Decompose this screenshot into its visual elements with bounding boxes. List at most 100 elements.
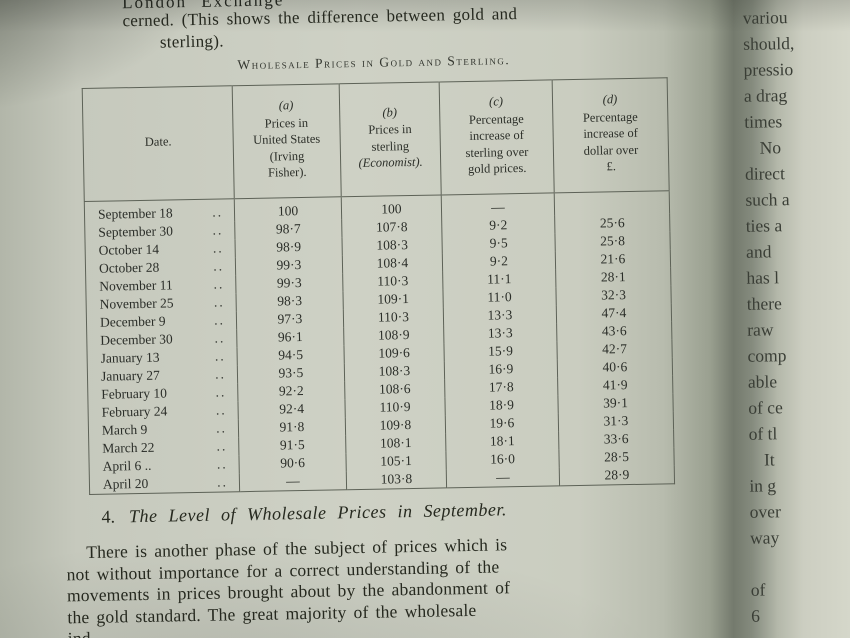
sterling-price-cell: 110·9 [344, 397, 446, 418]
us-price-cell: 100 [234, 196, 342, 222]
sterling-increase-cell: 11·0 [442, 287, 557, 308]
right-page-text-fragment: direct [744, 163, 785, 184]
col-label-italic: (Economist). [358, 154, 423, 170]
sterling-price-cell: 110·3 [342, 271, 443, 292]
right-page-text-fragment: It [763, 449, 775, 470]
intro-text-line: sterling). [159, 31, 224, 52]
sterling-price-cell: 107·8 [341, 217, 442, 238]
sterling-price-cell: 108·6 [344, 379, 445, 400]
sterling-increase-cell: 11·1 [442, 269, 556, 290]
right-page-text-fragment: raw [747, 319, 774, 340]
right-page-text-fragment: over [749, 501, 781, 522]
us-price-cell: — [239, 471, 347, 492]
leader-dots: .. [216, 456, 228, 472]
col-tag: (b) [382, 104, 398, 120]
col-tag: (a) [278, 98, 294, 113]
date-text: April 6 .. [102, 457, 152, 474]
right-page-text-fragment: has l [746, 267, 780, 288]
date-text: February 24 [101, 403, 168, 420]
right-page-text-fragment [750, 549, 850, 577]
dollar-increase-cell: 32·3 [555, 285, 672, 306]
sterling-price-cell: 109·6 [343, 343, 445, 364]
col-tag: (c) [488, 94, 504, 109]
col-header-c: (c) Percentage increase of sterling over… [439, 79, 555, 195]
right-page-text-fragment: of [750, 579, 766, 600]
dollar-increase-cell: 28·1 [555, 267, 671, 288]
leader-dots: .. [215, 402, 227, 418]
leader-dots: .. [215, 366, 227, 382]
dollar-increase-cell: 25·6 [554, 213, 670, 234]
us-price-cell: 98·7 [234, 219, 342, 240]
dollar-increase-cell: 40·6 [557, 357, 673, 378]
dollar-increase-cell: 33·6 [558, 429, 674, 450]
dollar-increase-cell: 42·7 [556, 339, 673, 360]
right-page-text-fragment: a drag [743, 85, 788, 106]
header-row: Date. (a) Prices in United States (Irvin… [82, 77, 670, 202]
col-label: Prices in United States (Irving Fisher). [253, 115, 321, 180]
us-price-cell: 96·1 [236, 327, 344, 348]
date-text: November 11 [99, 277, 173, 294]
sterling-increase-cell: — [441, 192, 555, 218]
right-page-text-fragment: in g [749, 475, 777, 496]
sterling-price-cell: 100 [341, 194, 442, 220]
col-label: Percentage increase of dollar over £. [582, 109, 639, 174]
right-page-text-fragment: should, [743, 33, 795, 54]
col-header-b: (b) Prices in sterling (Economist). [339, 81, 442, 197]
date-text: January 13 [100, 349, 160, 366]
dollar-increase-cell: 43·6 [556, 321, 672, 342]
col-tag: (d) [602, 92, 618, 107]
us-price-cell: 98·3 [235, 291, 344, 312]
dollar-increase-cell: 28·9 [559, 465, 675, 486]
date-text: December 30 [100, 331, 173, 348]
sterling-price-cell: 109·8 [345, 415, 446, 436]
leader-dots: .. [216, 438, 228, 454]
date-text: April 20 [102, 475, 149, 492]
us-price-cell: 91·5 [238, 435, 346, 456]
col-header-date: Date. [82, 85, 235, 202]
right-page-text-fragment: such a [745, 189, 790, 210]
sterling-price-cell: 108·9 [343, 325, 444, 346]
wholesale-prices-table: Date. (a) Prices in United States (Irvin… [81, 77, 676, 495]
leader-dots: .. [214, 348, 226, 364]
right-page-text-fragment: No [759, 137, 782, 158]
us-price-cell: 91·8 [238, 417, 346, 438]
date-text: September 18 [97, 205, 173, 222]
leader-dots: .. [213, 294, 225, 310]
leader-dots: .. [212, 204, 224, 220]
dollar-increase-cell: 21·6 [555, 249, 671, 270]
col-label: Prices in sterling [368, 121, 412, 154]
leader-dots: .. [216, 420, 228, 436]
right-page-text-fragment: ties a [745, 215, 783, 236]
leader-dots: .. [212, 222, 224, 238]
dollar-increase-cell: 47·4 [556, 303, 672, 324]
us-price-cell: 99·3 [235, 273, 343, 294]
sterling-increase-cell: 9·2 [442, 251, 556, 272]
right-page-text-fragment: of ce [748, 397, 783, 418]
us-price-cell: 98·9 [234, 237, 343, 258]
sterling-increase-cell: 19·6 [445, 413, 559, 434]
sterling-increase-cell: 15·9 [443, 341, 558, 362]
sterling-price-cell: 108·1 [345, 433, 446, 454]
col-label: Percentage increase of sterling over gol… [465, 111, 529, 177]
body-paragraph: There is another phase of the subject of… [66, 531, 712, 638]
leader-dots: .. [213, 276, 225, 292]
leader-dots: .. [214, 330, 226, 346]
us-price-cell: 93·5 [237, 363, 345, 384]
sterling-increase-cell: 13·3 [443, 305, 557, 326]
section-number: 4. [101, 506, 116, 527]
leader-dots: .. [214, 312, 226, 328]
table-title: Wholesale Prices in Gold and Sterling. [237, 52, 511, 73]
right-page-text-fragment: variou [742, 7, 788, 28]
sterling-price-cell: 103·8 [346, 469, 447, 490]
sterling-increase-cell: 17·8 [444, 377, 558, 398]
sterling-increase-cell: 9·2 [441, 215, 555, 236]
right-page-text-fragment: comp [747, 345, 787, 366]
right-page-text-fragment: times [744, 111, 783, 132]
dollar-increase-cell: 28·5 [558, 447, 675, 468]
right-page-text-fragment: able [747, 371, 778, 392]
right-page-edge: variou should, pressio a drag times No d… [743, 3, 850, 628]
leader-dots: .. [215, 384, 227, 400]
sterling-increase-cell: 9·5 [441, 233, 556, 254]
sterling-increase-cell: 13·3 [443, 323, 557, 344]
right-page-text-fragment: of tl [748, 423, 778, 444]
